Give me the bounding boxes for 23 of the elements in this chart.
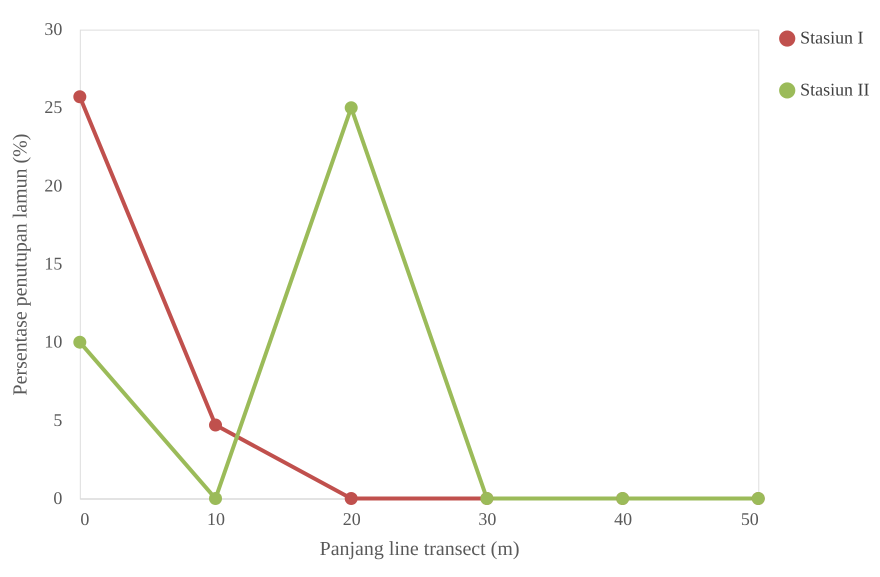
y-tick-label: 0: [53, 488, 62, 508]
y-tick-label: 20: [44, 175, 62, 196]
x-tick-label: 10: [207, 508, 226, 529]
x-tick-label: 0: [80, 508, 90, 529]
x-axis-title: Panjang line transect (m): [320, 538, 520, 560]
x-tick-label: 50: [740, 508, 759, 529]
point: [73, 90, 86, 104]
y-tick-label: 10: [44, 332, 62, 352]
legend-label: Stasiun II: [800, 79, 870, 100]
point: [209, 418, 222, 432]
y-tick-label: 15: [44, 254, 62, 274]
legend-label: Stasiun I: [800, 28, 864, 48]
y-tick-label: 25: [44, 97, 62, 118]
y-tick-label: 5: [53, 410, 62, 430]
y-axis-title: Persentase penutupan lamun (%): [9, 134, 32, 396]
point: [344, 492, 358, 505]
x-tick-label: 40: [614, 508, 632, 529]
point: [73, 336, 86, 349]
x-tick-label: 20: [342, 508, 361, 529]
x-tick-label: 30: [478, 508, 496, 529]
point: [344, 101, 358, 114]
y-tick-label: 30: [44, 19, 62, 40]
point: [209, 492, 222, 505]
